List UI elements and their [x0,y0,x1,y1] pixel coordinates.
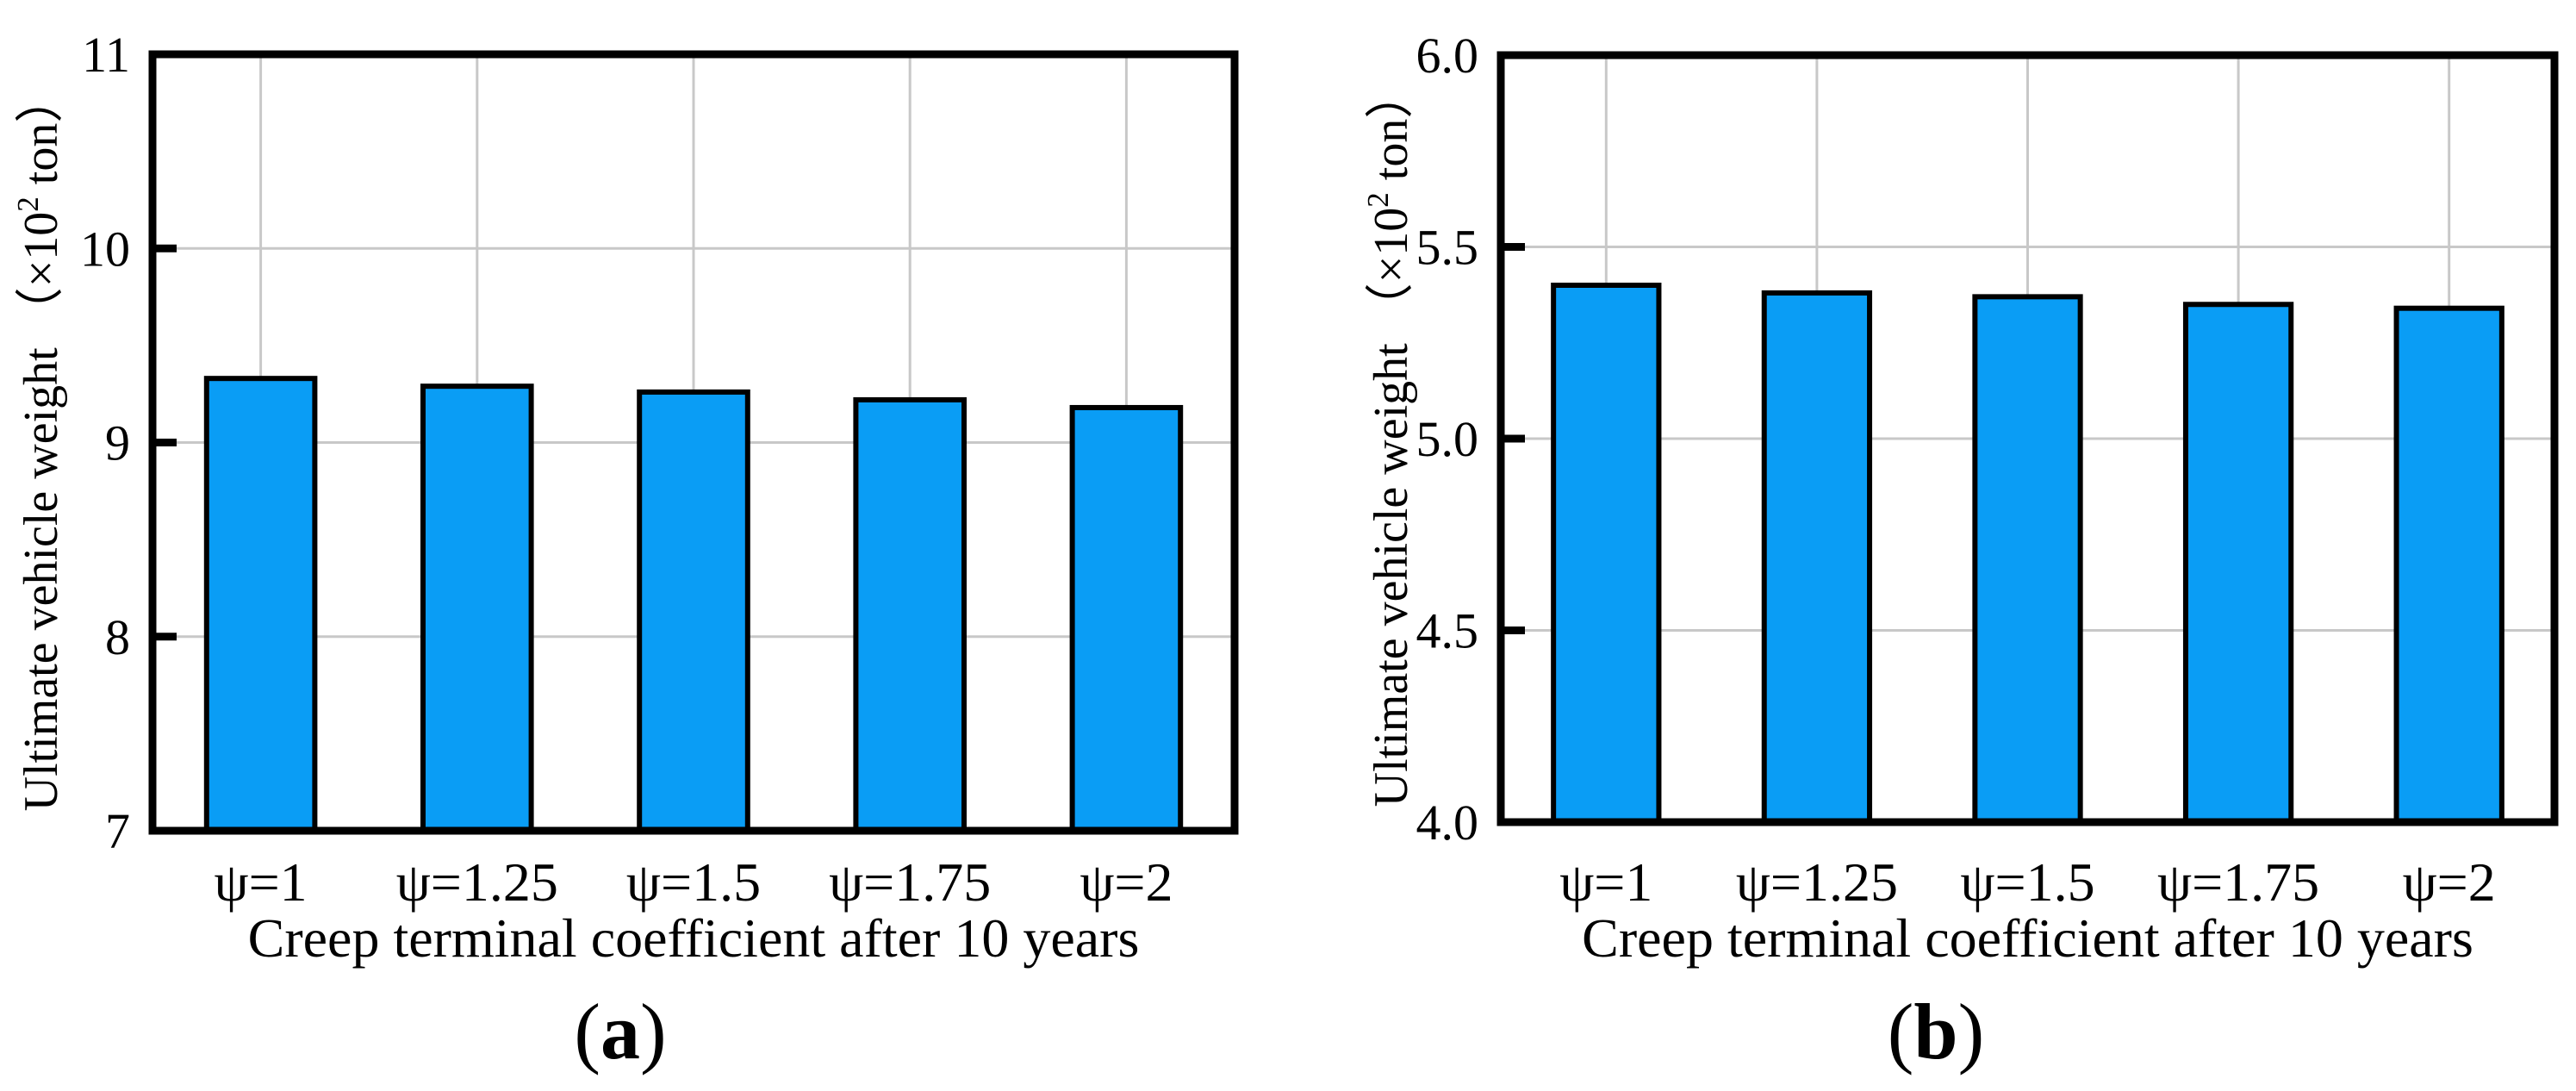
y-axis-title-b: Ultimate vehicle weight （×102 ton） [1361,71,1418,807]
x-category-label-a: ψ=1.25 [396,851,558,913]
y-tick-label-a: 10 [80,221,130,277]
x-category-label-b: ψ=1.5 [1960,851,2094,913]
bar-b-ψ=1.75 [2182,302,2294,825]
panel-caption-b: (b) [1888,988,1984,1075]
panel-b: 4.0 4.5 5.0 5.5 6.0 ψ=1 ψ=1.25 ψ=1.5 ψ=1.75 ψ=2Cr… [1361,28,2559,1075]
y-tick-label-a: 8 [105,609,130,665]
x-category-label-a: ψ=1.5 [626,851,761,913]
y-tick-label-a: 9 [105,415,130,471]
x-category-label-b: ψ=1.75 [2157,851,2319,913]
y-tick-label-a: 11 [82,27,130,83]
y-tick-label-b: 5.0 [1416,411,1479,467]
x-category-label-b: ψ=2 [2403,851,2496,913]
y-tick-label-b: 4.0 [1416,795,1479,851]
y-tick-label-b: 4.5 [1416,603,1479,659]
bar-b-ψ=1.25 [1761,290,1873,825]
bar-b-ψ=1.5 [1972,294,2083,826]
bar-a-ψ=2 [1069,404,1184,833]
x-axis-title-a: Creep terminal coefficient after 10 year… [248,907,1140,969]
x-category-label-a: ψ=1 [215,851,308,913]
y-tick-label-b: 6.0 [1416,28,1479,84]
y-tick-label-a: 7 [105,803,130,859]
bar-b-ψ=2 [2393,305,2504,825]
bar-a-ψ=1.5 [637,389,750,833]
panel-caption-a: (a) [574,988,666,1075]
y-tick-label-b: 5.5 [1416,220,1479,276]
x-category-label-b: ψ=1.25 [1736,851,1898,913]
x-category-label-a: ψ=2 [1080,851,1173,913]
x-category-label-b: ψ=1 [1559,851,1652,913]
bar-a-ψ=1.75 [853,396,968,833]
x-axis-title-b: Creep terminal coefficient after 10 year… [1582,907,2473,969]
bar-a-ψ=1.25 [420,383,534,833]
bar-a-ψ=1 [203,376,318,834]
y-axis-title-a: Ultimate vehicle weight （×102 ton） [11,75,68,812]
bar-b-ψ=1 [1551,283,1662,825]
x-category-label-a: ψ=1.75 [829,851,991,913]
